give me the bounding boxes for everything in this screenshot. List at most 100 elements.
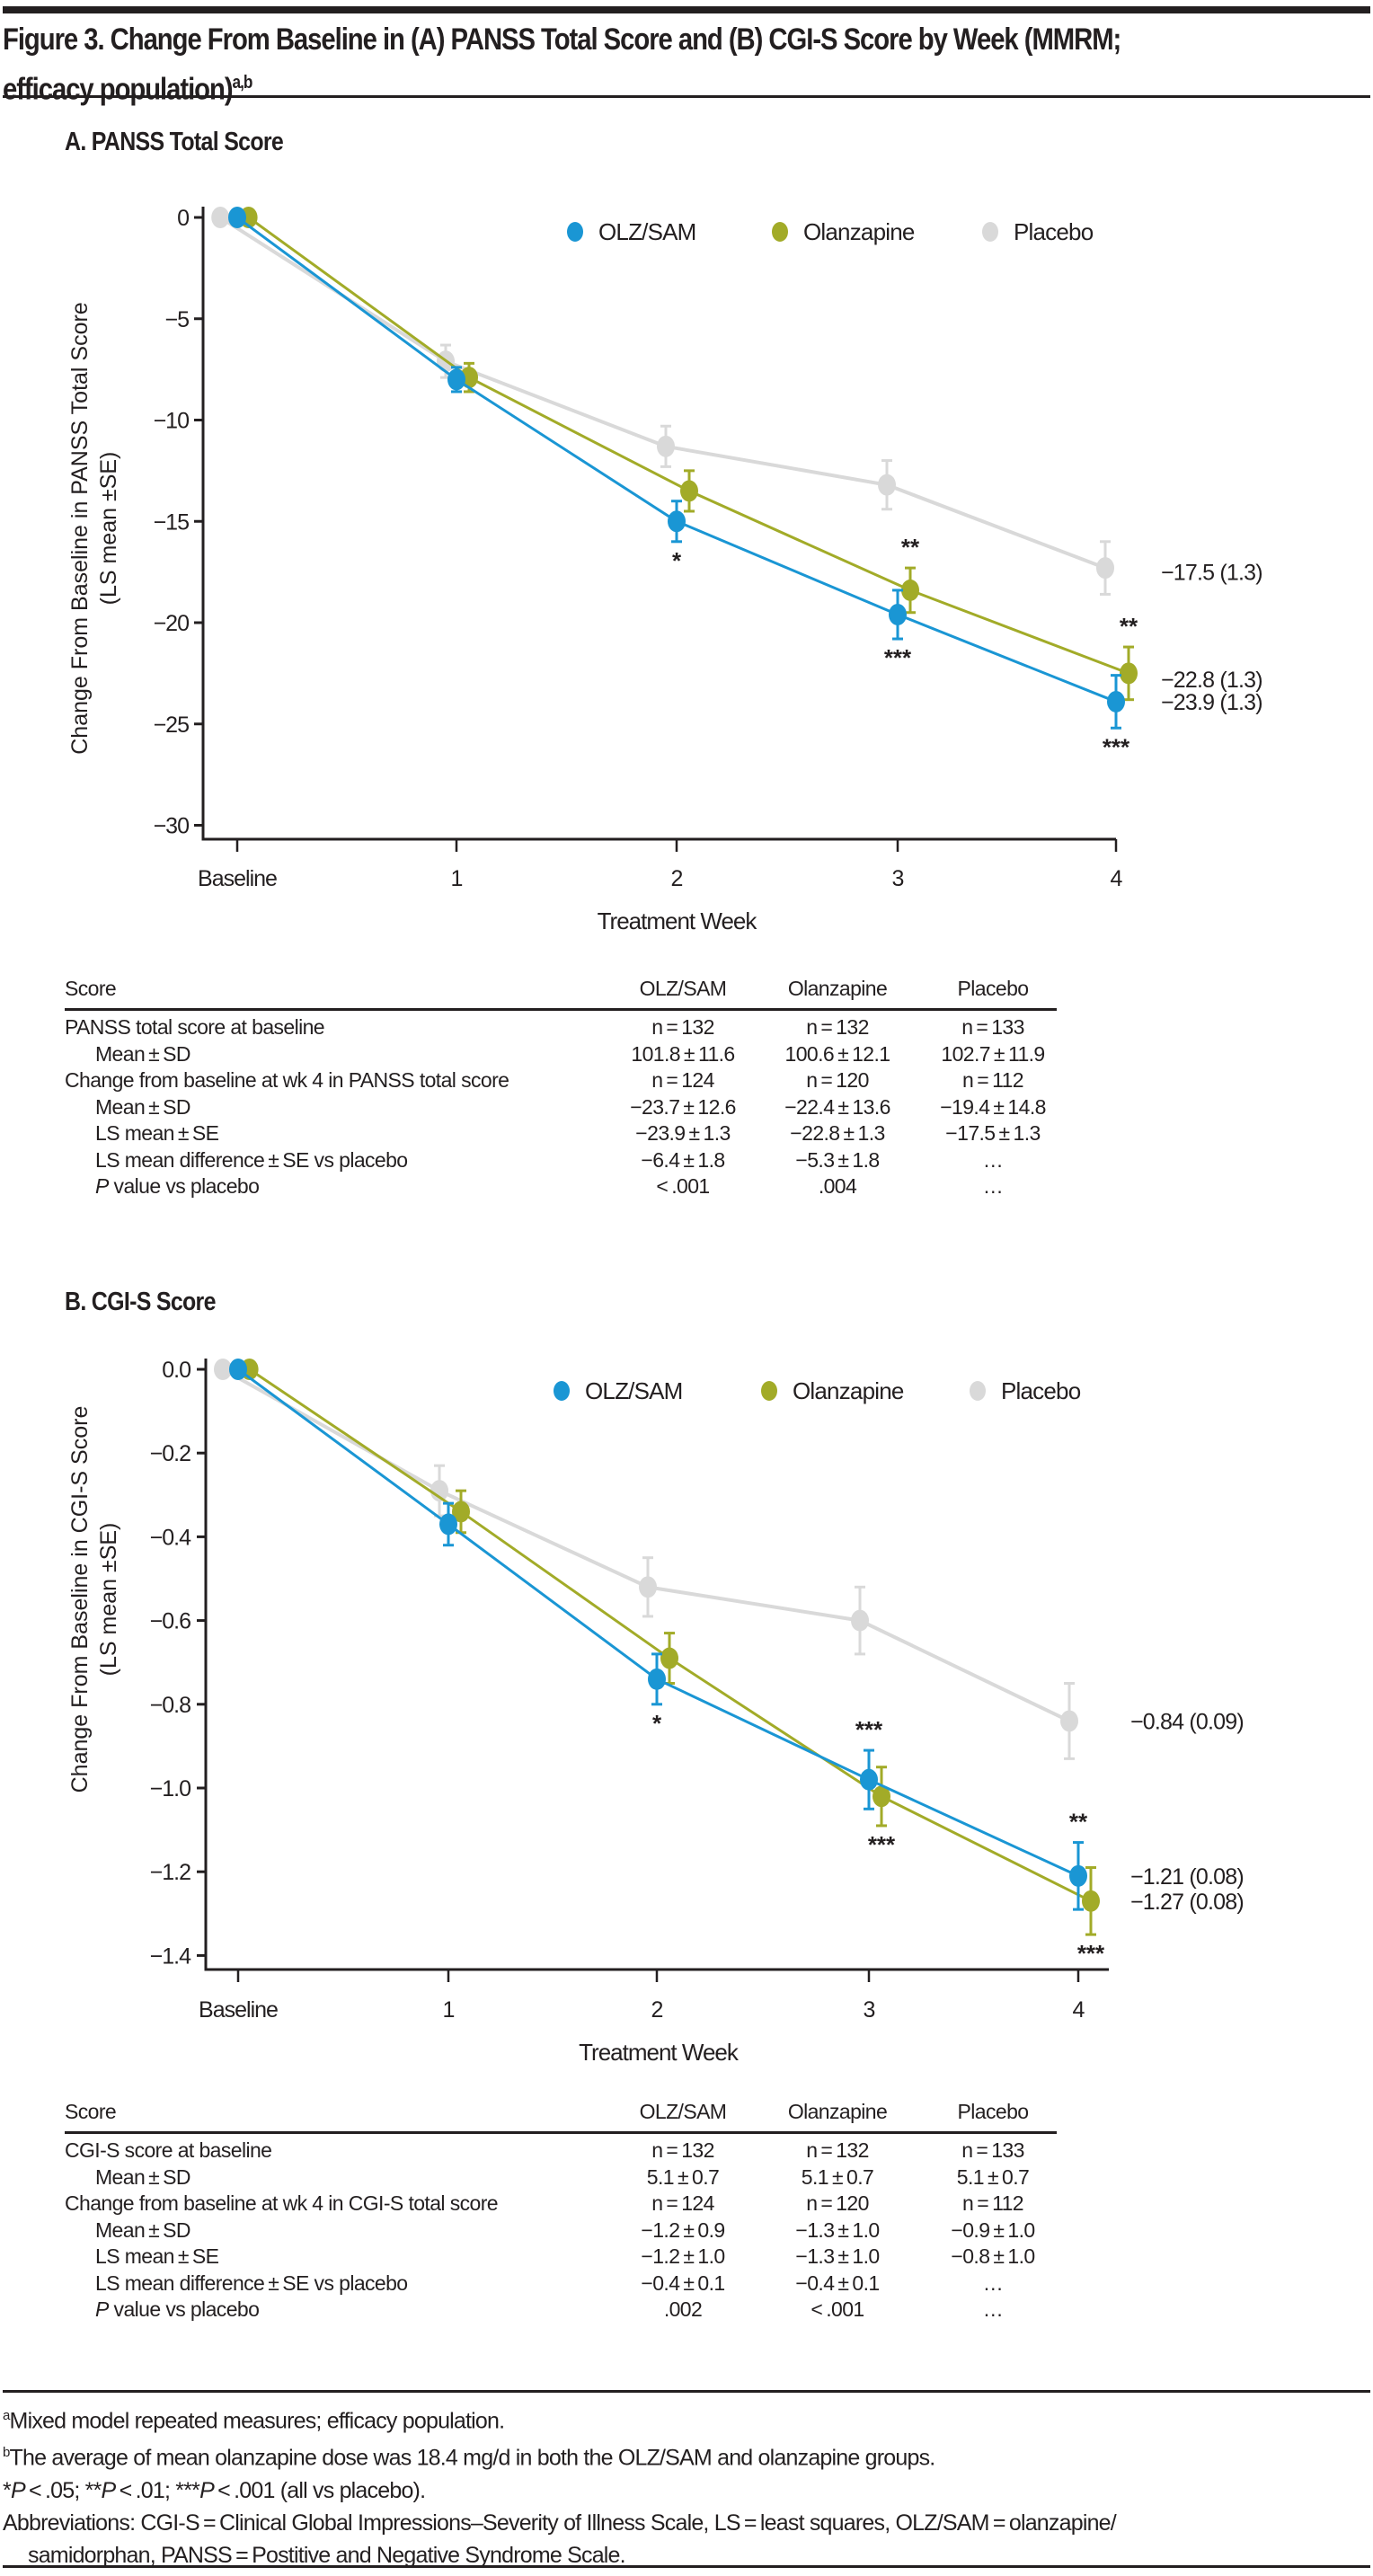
panss-header-placebo: Placebo (957, 977, 1030, 1000)
row-label: LS mean difference ± SE vs placebo (95, 2271, 408, 2295)
cell-placebo: … (982, 1147, 1004, 1172)
panss-y-tick-label: −30 (154, 814, 190, 839)
cgis-header-score: Score (65, 2100, 117, 2123)
panss-placebo-point (878, 474, 896, 496)
cell-olanzapine: −1.3 ± 1.0 (795, 2244, 880, 2268)
panss-olz-sam-significance: *** (884, 644, 912, 671)
cgis-olz-sam-point (648, 1668, 666, 1690)
row-label: P value vs placebo (95, 1174, 260, 1198)
cgis-x-tick-label: 1 (443, 1997, 455, 2023)
cgis-olanzapine-point (452, 1500, 470, 1523)
cgis-header-placebo: Placebo (957, 2100, 1030, 2123)
cell-olz-sam: −23.7 ± 12.6 (630, 1094, 736, 1119)
figure-title: Figure 3. Change From Baseline in (A) PA… (3, 18, 1177, 111)
table-row: PANSS total score at baseline n = 132 n = … (65, 1014, 1057, 1041)
cgis-placebo-point (214, 1359, 232, 1380)
cgis-y-tick-label: −0.8 (150, 1693, 190, 1718)
cgis-legend-placebo-marker (970, 1381, 986, 1401)
row-label: Mean ± SD (95, 1094, 191, 1119)
cgis-olz-sam-point (860, 1768, 878, 1791)
cgis-table: Score OLZ/SAM Olanzapine Placebo CGI-S score… (65, 2095, 1057, 2324)
cell-placebo: … (982, 1174, 1004, 1198)
cgis-olanzapine-significance: *** (1077, 1940, 1105, 1967)
panss-legend-placebo-label: Placebo (1014, 218, 1094, 245)
panss-olz-sam-significance: *** (1103, 733, 1130, 760)
cgis-header-olanzapine: Olanzapine (787, 2100, 888, 2123)
cgis-y-tick-label: −1.0 (150, 1776, 190, 1801)
cell-olz-sam: n = 132 (651, 2138, 714, 2162)
cell-olanzapine: −0.4 ± 0.1 (795, 2271, 880, 2295)
cgis-olz-sam-significance: * (652, 1710, 662, 1737)
cell-olz-sam: −1.2 ± 1.0 (641, 2244, 725, 2268)
panss-olz-sam-end-label: −23.9 (1.3) (1161, 690, 1262, 715)
cgis-table-header: Score OLZ/SAM Olanzapine Placebo (65, 2095, 1057, 2134)
panss-y-axis-title-line-2: (LS mean ±SE) (96, 452, 121, 606)
panss-olanzapine-significance: ** (901, 534, 920, 561)
panss-legend-olz-sam-label: OLZ/SAM (598, 218, 696, 245)
table-row: LS mean difference ± SE vs placebo −6.4 ±… (65, 1147, 1057, 1174)
cell-placebo: … (982, 2297, 1004, 2321)
panss-legend-placebo-marker (982, 222, 998, 242)
cell-placebo: −17.5 ± 1.3 (945, 1121, 1041, 1145)
row-label-italic: P (95, 1174, 109, 1198)
row-label: Mean ± SD (95, 1041, 191, 1066)
cgis-y-tick-label: −1.4 (150, 1943, 191, 1969)
cell-olz-sam: −6.4 ± 1.8 (641, 1147, 725, 1172)
panss-chart: 0 −5 −10 −15 −20 −25 −30 Baseline 1 2 3 4 Treatment … (67, 206, 1263, 934)
panss-x-tick-label: 2 (671, 866, 683, 891)
cell-olz-sam: 5.1 ± 0.7 (646, 2164, 720, 2189)
cgis-placebo-point (639, 1576, 657, 1598)
panss-header-olanzapine: Olanzapine (787, 977, 888, 1000)
cell-olanzapine: 100.6 ± 12.1 (784, 1041, 891, 1066)
row-label: LS mean ± SE (95, 2244, 219, 2268)
cell-olanzapine: < .001 (811, 2297, 864, 2321)
table-row: CGI-S score at baseline n = 132 n = 132 n =… (65, 2138, 1057, 2164)
cell-olz-sam: 101.8 ± 11.6 (631, 1041, 735, 1066)
table-row: Mean ± SD 5.1 ± 0.7 5.1 ± 0.7 5.1 ± 0.7 (65, 2164, 1057, 2191)
cgis-y-tick-label: −0.6 (150, 1609, 190, 1634)
panss-y-tick-label: −5 (164, 307, 189, 332)
cgis-olz-sam-point (1069, 1864, 1087, 1887)
footnote-rule (3, 2390, 1370, 2393)
cgis-olz-sam-significance: *** (855, 1716, 883, 1743)
bottom-rule (3, 2565, 1370, 2568)
panel-b-title: B. CGI-S Score (65, 1288, 216, 1316)
cgis-y-axis-title: Change From Baseline in CGI-S Score (LS m… (67, 1406, 121, 1793)
cgis-placebo-line (222, 1368, 1070, 1723)
panss-y-tick-label: 0 (177, 206, 189, 231)
panss-table-header: Score OLZ/SAM Olanzapine Placebo (65, 972, 1057, 1011)
panss-olz-sam-point (889, 603, 907, 625)
table-row: Mean ± SD 101.8 ± 11.6 100.6 ± 12.1 102.7 ±… (65, 1041, 1057, 1068)
panss-x-tick-label: 3 (892, 866, 904, 891)
cgis-olanzapine-end-label: −1.27 (0.08) (1130, 1890, 1244, 1915)
panss-x-tick-label: 4 (1111, 866, 1123, 891)
cgis-y-tick-label: −0.4 (150, 1525, 191, 1550)
cell-olanzapine: −1.3 ± 1.0 (795, 2217, 880, 2242)
table-row: Mean ± SD −1.2 ± 0.9 −1.3 ± 1.0 −0.9 ± 1.0 (65, 2217, 1057, 2244)
footnote-b: bThe average of mean olanzapine dose was… (3, 2445, 935, 2471)
cell-placebo: n = 112 (962, 2191, 1024, 2215)
cgis-placebo-end-label: −0.84 (0.09) (1130, 1709, 1244, 1734)
table-row: Change from baseline at wk 4 in CGI-S to… (65, 2191, 1057, 2217)
cgis-olz-sam-end-label: −1.21 (0.08) (1130, 1864, 1244, 1890)
panss-olanzapine-significance: ** (1120, 613, 1138, 640)
cell-olz-sam: −23.9 ± 1.3 (635, 1121, 731, 1145)
panss-placebo-end-label: −17.5 (1.3) (1161, 561, 1262, 586)
panss-olanzapine-point (680, 480, 698, 502)
cell-placebo: −19.4 ± 14.8 (940, 1094, 1046, 1119)
cgis-placebo-point (1060, 1710, 1078, 1732)
panss-olz-sam-point (668, 510, 686, 533)
cgis-placebo-point (430, 1480, 448, 1502)
panss-placebo-point (657, 435, 675, 457)
panss-table: Score OLZ/SAM Olanzapine Placebo PANSS total… (65, 972, 1057, 1200)
cell-olanzapine: n = 132 (806, 1015, 869, 1039)
cell-placebo: −0.9 ± 1.0 (951, 2217, 1035, 2242)
cgis-legend-olz-sam-marker (554, 1381, 570, 1401)
footnotes: aMixed model repeated measures; efficacy… (3, 2400, 1369, 2572)
panss-y-tick-label: −10 (154, 409, 190, 434)
panss-legend-olz-sam-marker (567, 222, 583, 242)
cell-olanzapine: n = 120 (806, 1068, 869, 1092)
panss-header-olz-sam: OLZ/SAM (639, 977, 727, 1000)
cell-olz-sam: n = 124 (651, 2191, 714, 2215)
panss-y-tick-label: −25 (154, 713, 190, 738)
